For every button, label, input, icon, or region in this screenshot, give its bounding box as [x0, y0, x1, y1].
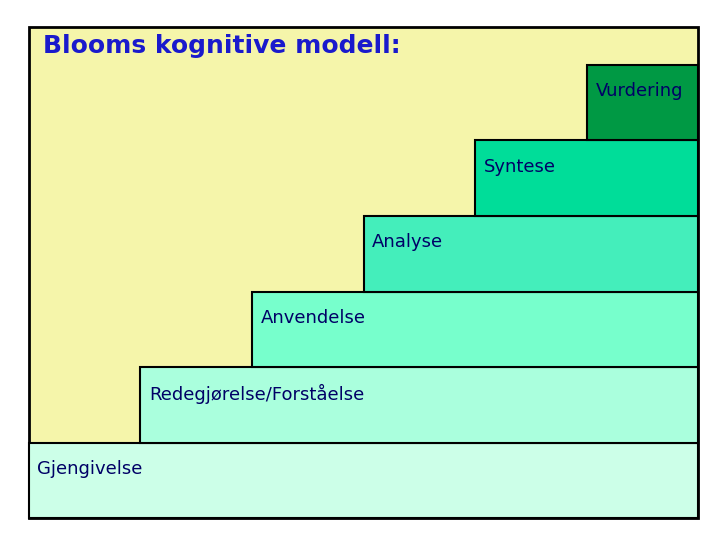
Text: Analyse: Analyse [372, 233, 444, 252]
Text: Anvendelse: Anvendelse [261, 309, 366, 327]
Bar [587, 65, 698, 140]
Text: Syntese: Syntese [484, 158, 556, 176]
Text: Vurdering: Vurdering [595, 82, 683, 100]
Bar [140, 367, 698, 443]
Bar [364, 216, 698, 292]
Bar [29, 443, 698, 518]
Text: Redegjørelse/Forståelse: Redegjørelse/Forståelse [149, 383, 364, 404]
Text: Blooms kognitive modell:: Blooms kognitive modell: [43, 34, 401, 58]
Bar [475, 140, 698, 216]
Bar [252, 292, 698, 367]
Text: Gjengivelse: Gjengivelse [37, 460, 143, 478]
